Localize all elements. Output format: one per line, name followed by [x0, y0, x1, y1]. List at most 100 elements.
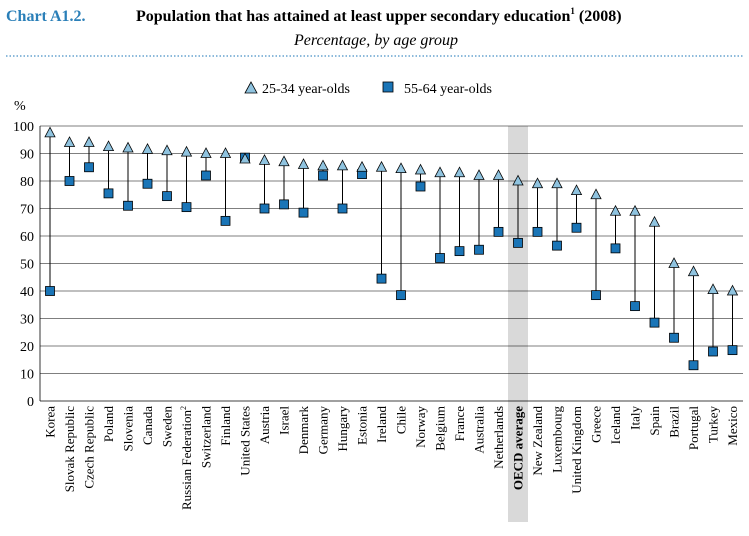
category-label-estonia: Estonia	[355, 406, 370, 445]
marker-55-64-hungary	[337, 203, 348, 214]
category-label-hungary: Hungary	[335, 406, 350, 452]
marker-25-34-netherlands	[492, 169, 505, 180]
marker-55-64-russian-federation	[181, 202, 192, 213]
category-label-turkey: Turkey	[706, 406, 721, 444]
marker-25-34-germany	[317, 159, 329, 171]
marker-55-64-slovenia	[123, 200, 133, 211]
marker-25-34-russian-federation	[180, 145, 193, 157]
marker-25-34-finland	[219, 147, 232, 158]
marker-55-64-norway	[415, 181, 426, 192]
category-label-oecd-average: OECD average	[511, 406, 526, 490]
marker-55-64-belgium	[435, 253, 445, 263]
marker-25-34-israel	[278, 155, 290, 167]
marker-55-64-switzerland	[201, 170, 211, 181]
chart-title: Population that has attained at least up…	[136, 6, 622, 25]
category-label-korea: Korea	[43, 406, 58, 438]
marker-25-34-norway	[414, 163, 427, 175]
y-axis-label: %	[14, 99, 26, 114]
marker-55-64-germany	[318, 170, 328, 181]
chart-subtitle: Percentage, by age group	[293, 32, 458, 49]
category-label-germany: Germany	[316, 406, 331, 455]
category-label-sweden: Sweden	[160, 406, 175, 448]
marker-25-34-spain	[648, 215, 661, 227]
chart-label: Chart A1.2.	[6, 8, 86, 25]
marker-55-64-poland	[103, 188, 114, 199]
marker-55-64-austria	[259, 203, 270, 214]
marker-25-34-mexico	[726, 284, 739, 296]
marker-25-34-korea	[44, 126, 56, 138]
marker-25-34-new-zealand	[531, 177, 544, 189]
marker-55-64-oecd-average	[513, 237, 523, 248]
category-label-chile: Chile	[394, 406, 409, 434]
category-label-slovenia: Slovenia	[121, 406, 136, 452]
category-label-united-states: United States	[238, 406, 253, 476]
category-label-new-zealand: New Zealand	[530, 406, 545, 476]
y-tick-label: 80	[20, 175, 34, 190]
category-label-portugal: Portugal	[686, 406, 701, 450]
marker-55-64-slovak-republic	[64, 176, 75, 186]
chart-title-superscript: 1	[570, 6, 575, 16]
category-label-canada: Canada	[140, 406, 155, 445]
marker-25-34-poland	[102, 140, 115, 152]
marker-55-64-united-kingdom	[571, 222, 582, 233]
marker-25-34-belgium	[434, 166, 446, 178]
category-label-iceland: Iceland	[608, 406, 623, 445]
marker-25-34-brazil	[668, 257, 680, 268]
marker-25-34-greece	[590, 188, 602, 200]
marker-25-34-iceland	[609, 204, 622, 216]
marker-25-34-slovenia	[122, 141, 134, 153]
category-label-israel: Israel	[277, 406, 292, 435]
marker-25-34-italy	[629, 204, 641, 216]
marker-25-34-chile	[395, 162, 407, 174]
category-label-layer: Korea Slovak Republic Czech Republic Poland…	[43, 406, 741, 511]
marker-25-34-portugal	[687, 265, 700, 277]
grid-layer	[40, 125, 743, 374]
marker-55-64-finland	[220, 215, 231, 226]
marker-55-64-turkey	[708, 346, 718, 357]
connector-layer	[49, 132, 733, 366]
marker-55-64-chile	[396, 290, 406, 301]
y-tick-label: 60	[20, 230, 34, 245]
y-tick-label: 100	[13, 120, 34, 135]
category-label-norway: Norway	[413, 406, 428, 448]
category-label-poland: Poland	[101, 406, 116, 443]
y-tick-label: 20	[20, 340, 34, 355]
marker-25-34-united-kingdom	[570, 184, 583, 196]
marker-55-64-greece	[591, 290, 601, 301]
marker-55-64-denmark	[298, 207, 309, 218]
y-tick-label: 50	[20, 258, 34, 273]
category-label-finland: Finland	[218, 406, 233, 446]
y-tick-label: 40	[20, 285, 34, 300]
highlight-band-layer	[508, 126, 528, 522]
highlight-band	[508, 126, 528, 522]
marker-25-34-luxembourg	[551, 177, 563, 189]
marker-25-34-oecd-average	[512, 174, 524, 186]
y-tick-label: 0	[27, 395, 34, 410]
category-label-denmark: Denmark	[296, 406, 311, 455]
marker-25-34-slovak-republic	[63, 136, 76, 147]
marker-layer	[44, 126, 739, 371]
marker-55-64-korea	[45, 286, 55, 296]
chart-header: Chart A1.2. Population that has attained…	[6, 6, 743, 57]
marker-25-34-france	[453, 166, 466, 178]
marker-55-64-ireland	[376, 273, 387, 284]
marker-25-34-united-states	[239, 152, 251, 164]
category-label-mexico: Mexico	[725, 406, 740, 446]
marker-55-64-czech-republic	[84, 162, 94, 173]
y-tick-label: 30	[20, 313, 34, 328]
marker-55-64-sweden	[162, 191, 172, 202]
category-label-switzerland: Switzerland	[199, 406, 214, 469]
marker-25-34-estonia	[356, 160, 368, 172]
category-label-slovak-republic: Slovak Republic	[62, 406, 77, 493]
marker-55-64-new-zealand	[532, 226, 543, 237]
marker-55-64-canada	[142, 178, 153, 189]
marker-25-34-denmark	[297, 158, 310, 169]
category-label-russian-federation: Russian Federation2	[179, 406, 194, 510]
axis-layer: 0 10 20 30 40 50 60 70 80 90 100	[13, 120, 743, 410]
y-tick-label: 10	[20, 368, 34, 383]
category-label-greece: Greece	[589, 406, 604, 443]
marker-25-34-ireland	[375, 160, 388, 172]
category-label-austria: Austria	[257, 406, 272, 445]
category-label-brazil: Brazil	[667, 406, 682, 438]
marker-25-34-hungary	[336, 159, 349, 171]
